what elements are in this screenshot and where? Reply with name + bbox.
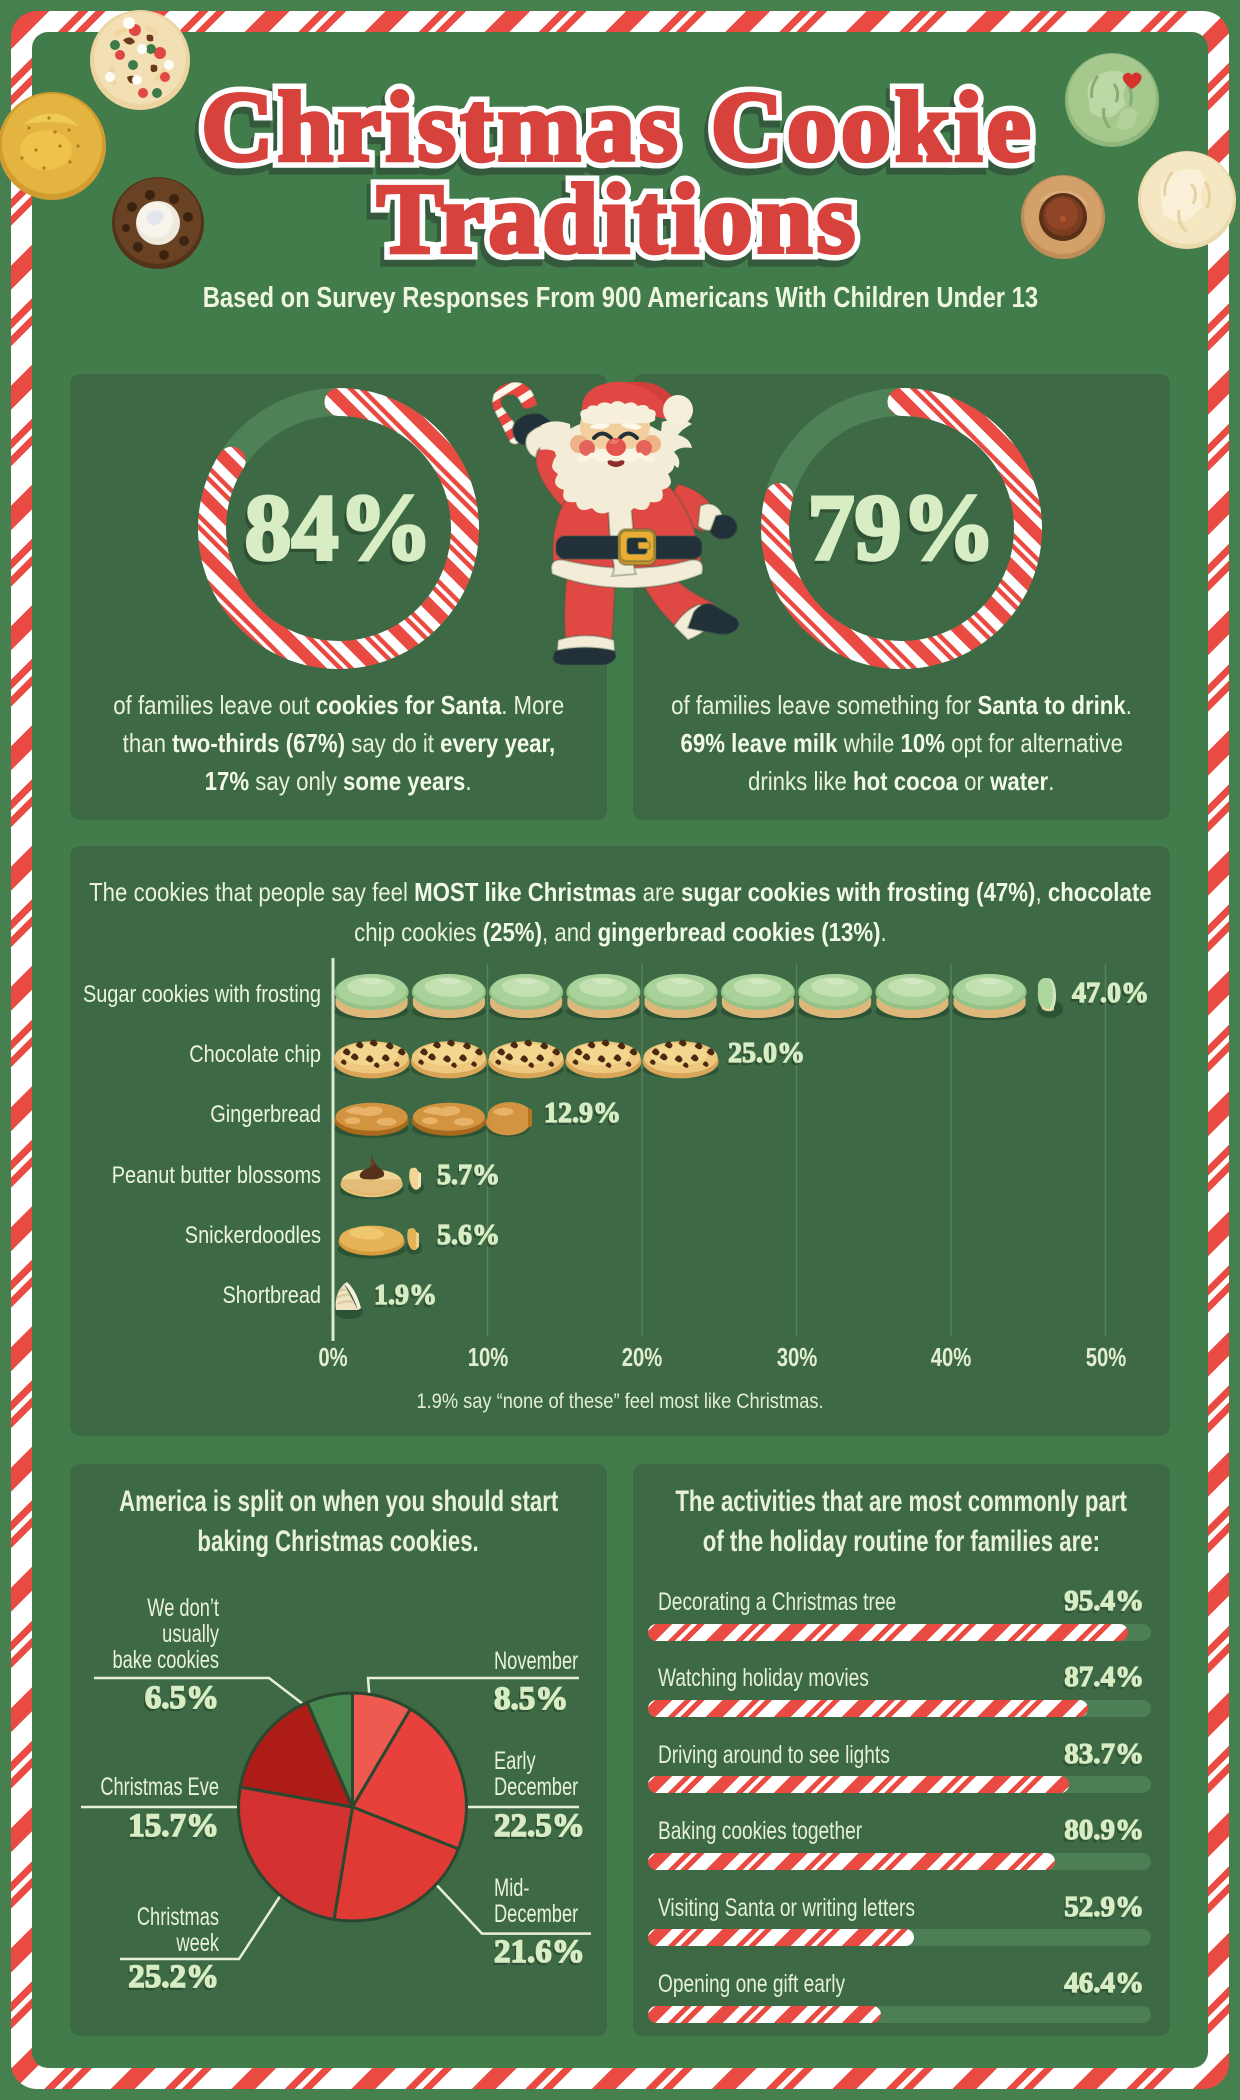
- svg-text:Traditions: Traditions: [377, 163, 860, 274]
- svg-text:Traditions: Traditions: [377, 163, 860, 274]
- svg-text:Christmas Cookie: Christmas Cookie: [198, 77, 1031, 188]
- svg-text:Traditions: Traditions: [374, 169, 857, 280]
- svg-text:Christmas Cookie: Christmas Cookie: [201, 71, 1034, 182]
- svg-text:Christmas Cookie: Christmas Cookie: [201, 71, 1034, 182]
